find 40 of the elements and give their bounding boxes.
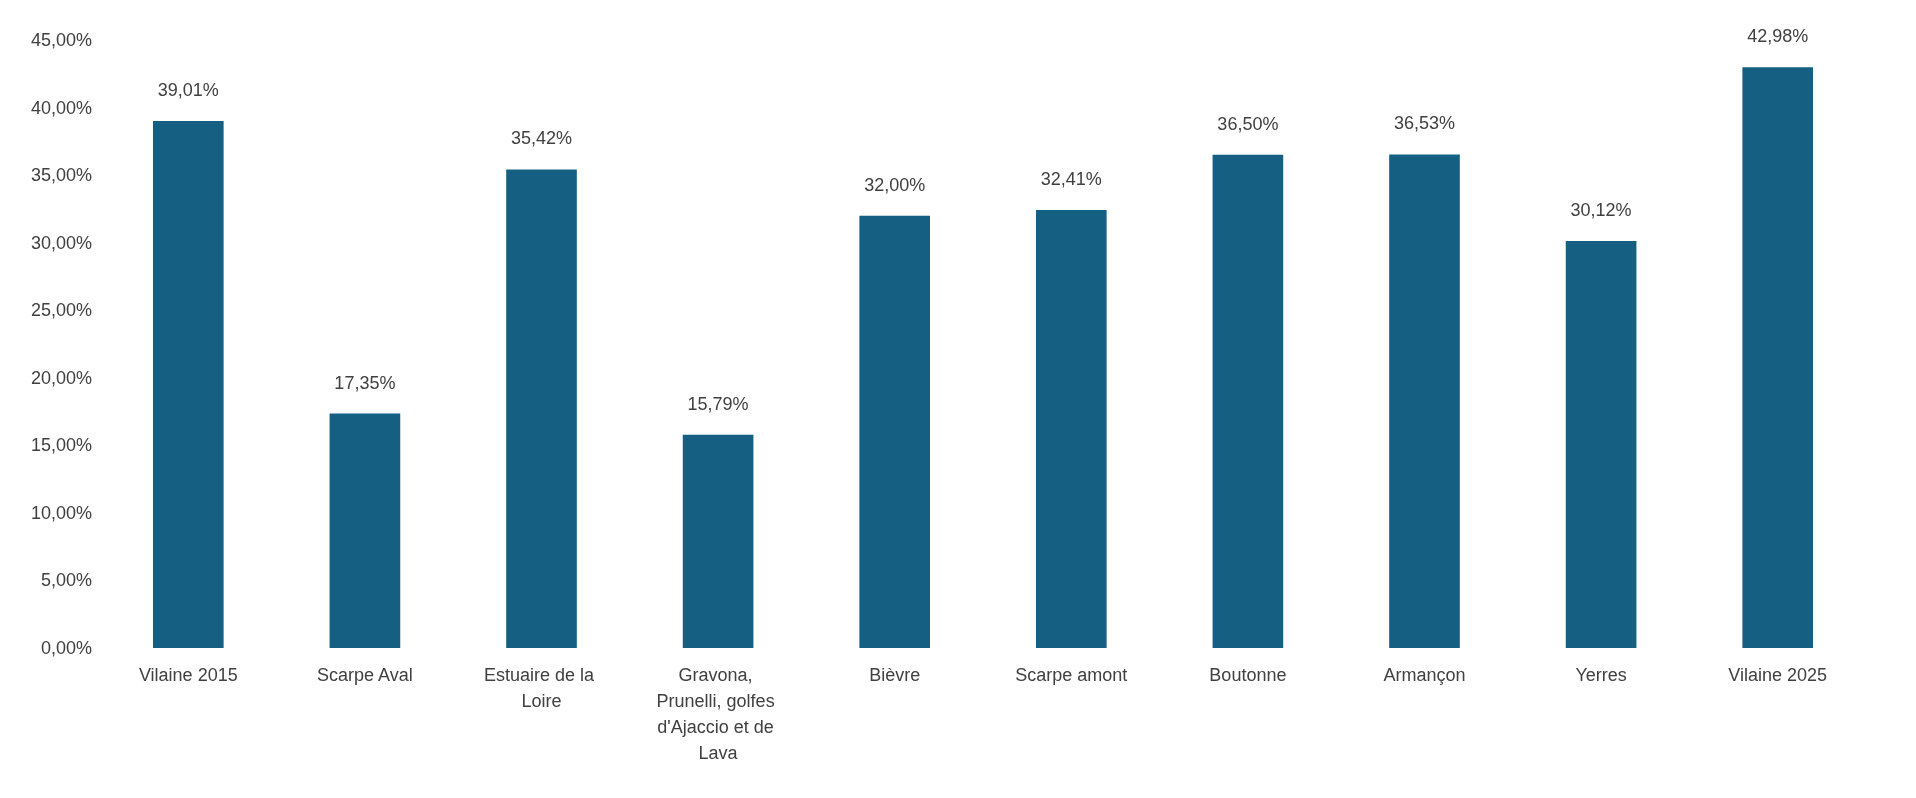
data-label: 39,01%: [157, 79, 219, 100]
data-label: 17,35%: [334, 372, 396, 393]
x-tick-label: Estuaire de la Loire: [483, 665, 600, 711]
bar: [1212, 154, 1284, 648]
bar: [1035, 210, 1107, 648]
x-tick-label: Scarpe amont: [1015, 665, 1128, 685]
bar: [1565, 241, 1637, 648]
bar: [1742, 67, 1814, 648]
data-label: 42,98%: [1747, 26, 1809, 47]
data-label: 30,12%: [1570, 200, 1632, 221]
data-label: 32,00%: [864, 174, 926, 195]
y-tick-label: 40,00%: [30, 97, 92, 118]
y-tick-label: 30,00%: [30, 232, 92, 253]
bar: [152, 120, 224, 648]
x-tick-label: Scarpe Aval: [317, 665, 413, 685]
y-tick-label: 10,00%: [30, 502, 92, 523]
data-label: 15,79%: [687, 393, 749, 414]
x-tick-label: Vilaine 2015: [138, 665, 238, 685]
data-label: 36,50%: [1217, 113, 1279, 134]
y-tick-label: 25,00%: [30, 300, 92, 321]
y-tick-label: 20,00%: [30, 367, 92, 388]
y-tick-label: 45,00%: [30, 30, 92, 50]
bar: [859, 215, 931, 648]
x-tick-label: Armançon: [1383, 665, 1466, 685]
x-tick-label: Bièvre: [869, 665, 921, 685]
data-label: 36,53%: [1393, 113, 1456, 134]
bar: [506, 169, 577, 648]
y-tick-label: 35,00%: [30, 165, 92, 186]
x-tick-label: Yerres: [1575, 665, 1627, 685]
y-tick-label: 5,00%: [40, 570, 92, 591]
x-tick-label: Boutonne: [1209, 665, 1287, 685]
bar: [329, 413, 401, 648]
bar: [1389, 154, 1460, 648]
data-label: 35,42%: [510, 128, 573, 149]
y-tick-label: 0,00%: [40, 638, 92, 658]
y-tick-label: 15,00%: [30, 435, 92, 456]
bar: [682, 434, 754, 648]
x-tick-label: Vilaine 2025: [1728, 665, 1828, 685]
data-label: 32,41%: [1040, 169, 1102, 190]
x-tick-label: Gravona, Prunelli, golfes d'Ajaccio et de Lava: [656, 665, 780, 763]
